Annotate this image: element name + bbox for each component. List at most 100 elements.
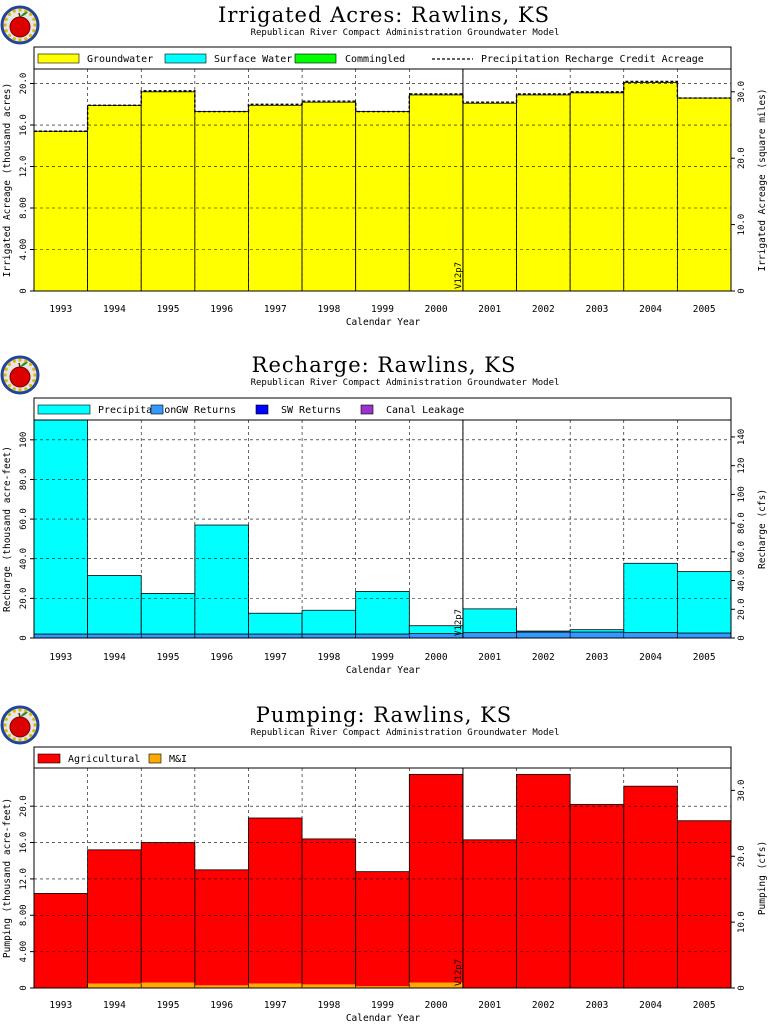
apple-icon [9,16,31,38]
x-tick-label: 1998 [317,652,340,663]
legend-swatch [360,404,374,415]
x-tick-label: 2001 [478,652,501,663]
x-tick-label: 1993 [49,304,72,315]
leaf-icon [20,11,28,17]
x-tick-label: 2003 [586,652,609,663]
bar-gw-returns [140,633,196,639]
y-tick-label: 8.00 [19,904,29,926]
x-tick-label: 1994 [103,1000,126,1011]
y-tick-label: 80.0 [19,469,29,491]
y-axis-label-right: Irrigated Acreage (square miles) [757,88,768,271]
logo-dot [33,23,37,27]
x-tick-label: 1997 [264,652,287,663]
x-tick-label: 1996 [210,1000,233,1011]
x-tick-label: 1996 [210,304,233,315]
logo-dot [4,367,8,371]
bar-precipitation [140,593,196,635]
x-tick-label: 1997 [264,1000,287,1011]
plot-frame [33,419,732,639]
bar-gw-returns [355,633,410,639]
x-axis-label: Calendar Year [346,1013,421,1024]
logo-dot [12,709,16,713]
logo-dot [7,384,11,388]
bar-gw-returns [33,633,88,639]
y-axis-label: Irrigated Acreage (thousand acres) [2,83,13,277]
bar-precipitation [516,630,571,633]
logo-dot [32,17,36,21]
chart-subtitle: Republican River Compact Administration … [251,28,560,38]
x-tick-label: 2000 [425,304,448,315]
chart-title: Recharge: Rawlins, KS [252,353,517,377]
y-axis-label-right: Pumping (cfs) [757,841,768,915]
y-right-tick-label: 120 [737,458,747,474]
logo-dot [12,9,16,13]
legend-swatch [148,753,162,764]
bar-groundwater [462,102,517,292]
bar-mi [355,986,410,988]
x-axis-label: Calendar Year [346,317,421,328]
bar-agricultural [676,820,732,989]
leaf-icon [20,711,28,717]
bar-groundwater [408,94,464,292]
logo-dot [12,387,16,391]
model-marker-label: V12p7 [454,959,464,986]
bar-agricultural [301,838,357,989]
y-right-tick-label: 80.0 [737,512,747,534]
logo-dot [29,734,33,738]
y-tick-label: 12.0 [19,156,29,178]
chart-title: Irrigated Acres: Rawlins, KS [218,3,550,27]
apple-icon [9,716,31,738]
x-axis-label: Calendar Year [346,665,421,676]
x-tick-label: 1999 [371,1000,394,1011]
x-tick-label: 2002 [532,1000,555,1011]
logo-dot [33,373,37,377]
model-marker-label: V12p7 [454,262,464,289]
x-tick-label: 1993 [49,652,72,663]
y-tick-label: 20.0 [19,73,29,95]
x-tick-label: 2005 [693,1000,716,1011]
x-tick-label: 1995 [157,652,180,663]
bar-precipitation [462,608,517,634]
x-tick-label: 2003 [586,304,609,315]
legend-swatch [255,404,269,415]
x-tick-label: 2000 [425,1000,448,1011]
logo-dot [24,37,28,41]
y-tick-label: 60.0 [19,508,29,530]
bar-gw-returns [301,633,356,639]
bar-mi [302,984,356,988]
bar-gw-returns [569,631,625,639]
logo-dot [18,358,22,362]
bar-groundwater [355,111,410,292]
bar-agricultural [408,773,464,989]
bar-agricultural [87,849,142,989]
logo-dot [32,717,36,721]
bar-gw-returns [87,633,142,639]
logo-dot [3,373,7,377]
logo-dot [18,388,22,392]
bar-precipitation [33,419,89,635]
y-right-tick-label: 20.0 [737,598,747,620]
bar-precipitation [355,591,410,635]
x-tick-label: 1996 [210,652,233,663]
series-precip-credit [34,80,731,132]
logo-dot [3,723,7,727]
bar-agricultural [569,803,625,989]
logo-dot [7,362,11,366]
leaf-icon [20,361,28,367]
bar-gw-returns [623,632,678,639]
y-tick-label: 0 [19,985,29,990]
y-right-tick-label: 30.0 [737,780,747,802]
logo-dot [12,359,16,363]
bar-groundwater [676,97,732,292]
legend-label: Surface Water [214,54,292,65]
bar-groundwater [516,94,571,292]
bar-agricultural [516,773,571,989]
bar-groundwater [194,111,249,292]
x-tick-label: 2002 [532,304,555,315]
y-axis-label: Recharge (thousand acre-feet) [2,446,13,612]
y-right-tick-label: 0 [737,985,747,990]
bar-agricultural [33,893,89,989]
bar-precipitation [194,524,249,635]
logo-dot [4,379,8,383]
